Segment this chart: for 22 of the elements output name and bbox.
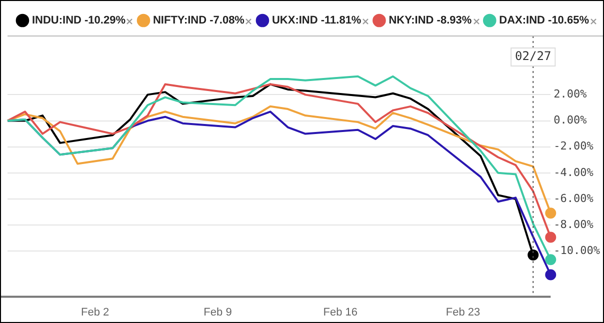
point <box>528 249 539 260</box>
legend-label: UKX:IND -11.81% <box>272 14 362 27</box>
point <box>545 208 556 219</box>
x-tick-label: Feb 9 <box>204 306 232 318</box>
y-tick-label: -8.00% <box>554 218 594 231</box>
y-tick-label: -10.00% <box>554 244 600 258</box>
point <box>545 254 556 266</box>
y-tick-label: -6.00% <box>554 192 594 205</box>
legend-label: NKY:IND -8.93% <box>388 14 472 27</box>
y-tick-label: 2.00% <box>554 88 588 101</box>
y-tick-label: 0.00% <box>554 114 588 127</box>
legend-label: NIFTY:IND -7.08% <box>152 14 245 27</box>
x-tick-label: Feb 16 <box>323 306 358 318</box>
point <box>545 269 556 280</box>
x-tick-label: Feb 23 <box>446 306 480 318</box>
legend-label: INDU:IND -10.29% <box>32 14 126 27</box>
point <box>545 232 556 243</box>
y-tick-label: -2.00% <box>554 140 594 153</box>
y-tick-label: -4.00% <box>554 166 594 179</box>
x-tick-label: Feb 2 <box>81 306 110 318</box>
legend-label: DAX:IND -10.65% <box>499 14 590 27</box>
ref-line-label: 02/27 <box>515 49 552 64</box>
